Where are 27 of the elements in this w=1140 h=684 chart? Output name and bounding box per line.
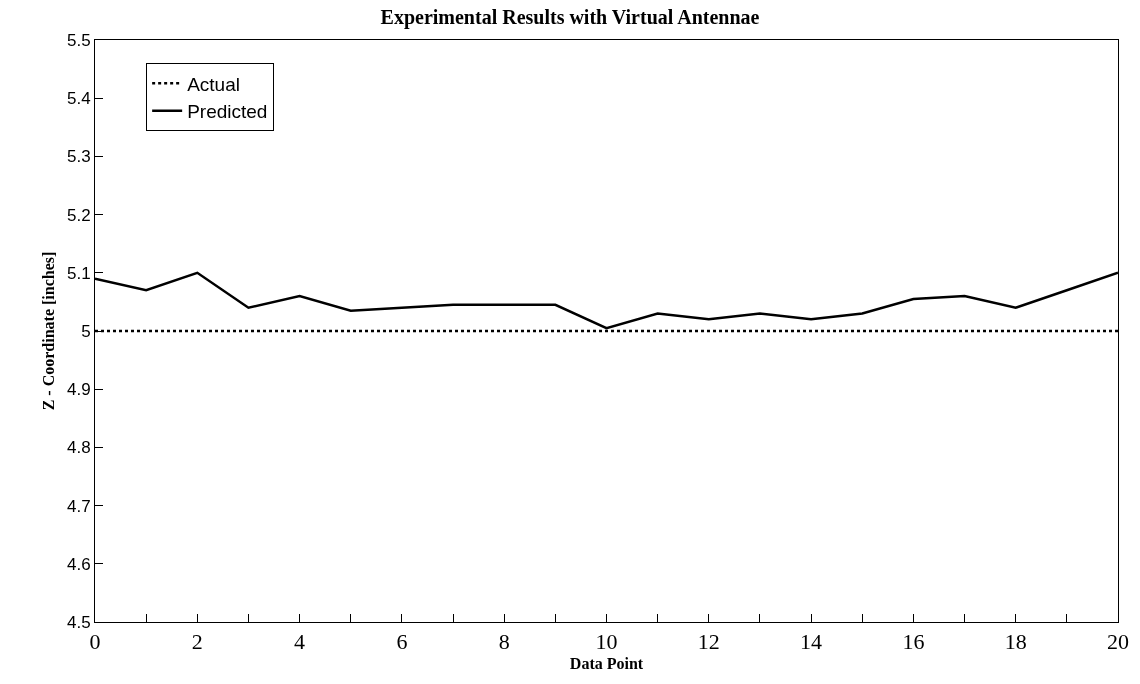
chart-title: Experimental Results with Virtual Antennae (380, 6, 760, 30)
x-tick-label: 20 (1107, 629, 1129, 655)
y-tick-label: 5.5 (66, 30, 91, 50)
legend-label: Actual (187, 73, 240, 95)
x-tick-label: 16 (902, 629, 925, 655)
x-tick-label: 4 (294, 629, 306, 655)
y-tick-label: 5.2 (66, 205, 91, 225)
y-tick-label: 4.8 (66, 438, 91, 458)
x-tick-label: 0 (89, 629, 101, 655)
y-tick-label: 5.3 (66, 147, 91, 167)
y-tick-label: 4.5 (66, 612, 91, 632)
legend-label: Predicted (187, 101, 268, 123)
y-tick-label: 5.4 (66, 89, 91, 109)
y-axis-title: Z - Coordinate [inches] (39, 251, 57, 411)
x-tick-label: 14 (800, 629, 823, 655)
x-tick-label: 10 (595, 629, 618, 655)
y-tick-label: 5 (81, 321, 91, 341)
x-tick-label: 18 (1004, 629, 1027, 655)
y-tick-label: 4.6 (66, 554, 91, 574)
x-tick-label: 12 (697, 629, 720, 655)
x-tick-label: 6 (396, 629, 408, 655)
x-tick-label: 2 (191, 629, 203, 655)
y-tick-label: 5.1 (66, 263, 91, 283)
y-tick-label: 4.9 (66, 380, 91, 400)
x-tick-label: 8 (498, 629, 510, 655)
x-axis-title: Data Point (569, 655, 644, 673)
y-tick-label: 4.7 (66, 496, 91, 516)
